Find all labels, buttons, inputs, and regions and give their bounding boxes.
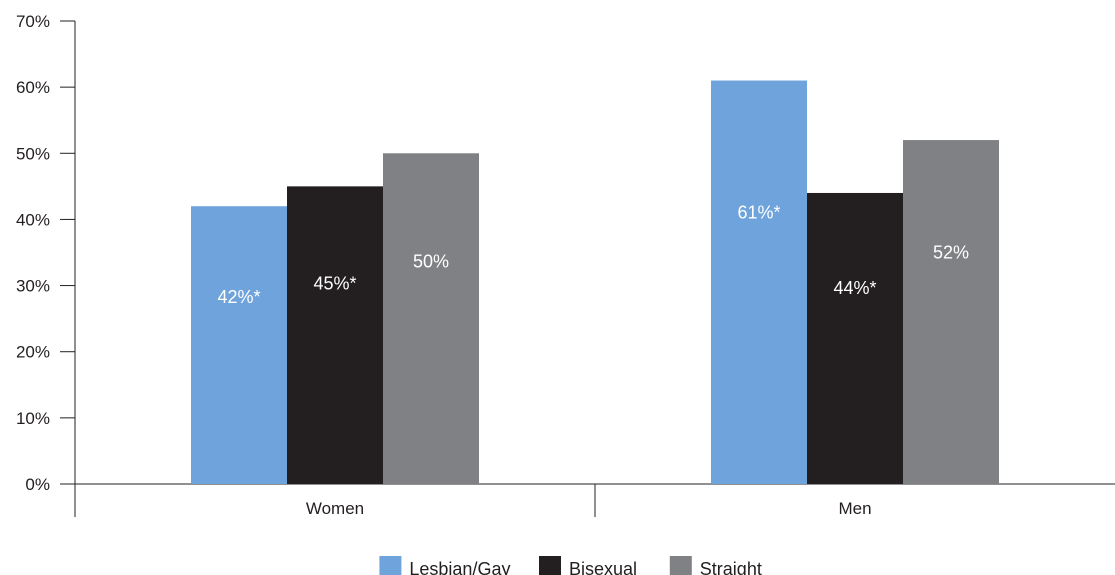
bar-value-label: 61%*	[737, 203, 780, 223]
legend-swatch	[539, 556, 561, 575]
y-tick-label: 10%	[16, 409, 50, 428]
legend-item-straight: Straight	[669, 556, 762, 575]
data-labels: 42%* 45%* 50% 61%* 44%* 52%	[217, 203, 969, 307]
y-axis: 0% 10% 20% 30% 40% 50% 60% 70%	[16, 12, 76, 494]
legend-label: Straight	[700, 559, 762, 575]
y-tick-label: 30%	[16, 277, 50, 296]
legend-item-lesbian-gay: Lesbian/Gay	[379, 556, 510, 575]
legend-label: Bisexual	[569, 559, 637, 575]
bar-value-label: 45%*	[313, 274, 356, 294]
y-tick-label: 40%	[16, 210, 50, 229]
legend: Lesbian/Gay Bisexual Straight	[379, 556, 762, 575]
bar-value-label: 52%	[933, 243, 969, 263]
bar-lesbian-gay-men	[711, 80, 807, 485]
bar-straight-men	[903, 140, 999, 485]
bar-value-label: 42%*	[217, 287, 260, 307]
bar-value-label: 50%	[413, 251, 449, 271]
bar-bisexual-women	[287, 186, 383, 484]
x-category-label: Women	[306, 499, 364, 518]
legend-label: Lesbian/Gay	[409, 559, 510, 575]
bar-lesbian-gay-women	[191, 206, 287, 484]
y-tick-label: 50%	[16, 144, 50, 163]
y-tick-label: 70%	[16, 12, 50, 31]
x-axis: Women Men	[74, 483, 1115, 518]
legend-item-bisexual: Bisexual	[539, 556, 637, 575]
bar-straight-women	[383, 153, 479, 485]
legend-swatch	[669, 556, 692, 575]
y-tick-label: 20%	[16, 343, 50, 362]
bar-value-label: 44%*	[833, 278, 876, 298]
y-tick-label: 60%	[16, 78, 50, 97]
bar-bisexual-men	[807, 192, 903, 484]
legend-swatch	[379, 556, 402, 575]
bars	[191, 80, 999, 485]
y-tick-label: 0%	[25, 475, 50, 494]
x-category-label: Men	[838, 499, 871, 518]
